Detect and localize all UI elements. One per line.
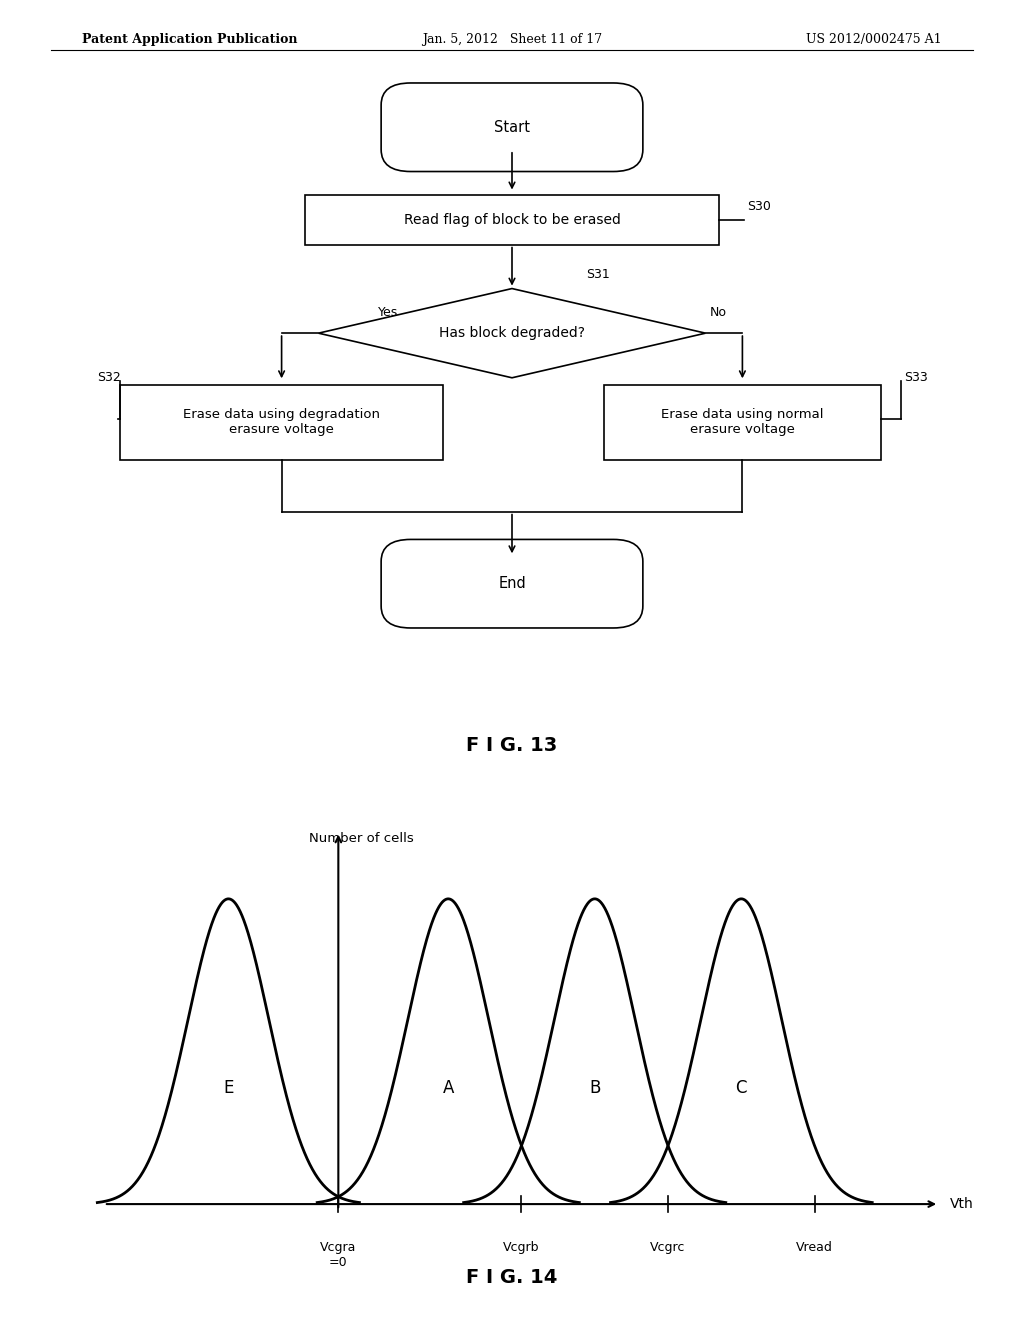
Text: C: C: [735, 1078, 748, 1097]
Text: Vcgra
=0: Vcgra =0: [321, 1241, 356, 1269]
Text: Has block degraded?: Has block degraded?: [439, 326, 585, 341]
Text: B: B: [589, 1078, 600, 1097]
Text: US 2012/0002475 A1: US 2012/0002475 A1: [807, 33, 942, 46]
Text: A: A: [442, 1078, 454, 1097]
Text: S30: S30: [748, 199, 771, 213]
Text: S33: S33: [904, 371, 928, 384]
Polygon shape: [318, 289, 706, 378]
Text: Vcgrc: Vcgrc: [650, 1241, 686, 1254]
Text: S31: S31: [586, 268, 609, 281]
Text: Erase data using normal
erasure voltage: Erase data using normal erasure voltage: [662, 408, 823, 437]
Text: S32: S32: [97, 371, 121, 384]
FancyBboxPatch shape: [381, 540, 643, 628]
FancyBboxPatch shape: [381, 83, 643, 172]
Text: No: No: [711, 306, 727, 319]
Text: Vth: Vth: [950, 1197, 974, 1210]
FancyBboxPatch shape: [305, 195, 720, 244]
Text: Read flag of block to be erased: Read flag of block to be erased: [403, 213, 621, 227]
Text: Jan. 5, 2012   Sheet 11 of 17: Jan. 5, 2012 Sheet 11 of 17: [422, 33, 602, 46]
Text: Vcgrb: Vcgrb: [503, 1241, 540, 1254]
Text: Start: Start: [494, 120, 530, 135]
Text: Yes: Yes: [379, 306, 398, 319]
Text: End: End: [498, 577, 526, 591]
Text: Patent Application Publication: Patent Application Publication: [82, 33, 297, 46]
Text: F I G. 13: F I G. 13: [466, 735, 558, 755]
Text: Erase data using degradation
erasure voltage: Erase data using degradation erasure vol…: [183, 408, 380, 437]
FancyBboxPatch shape: [604, 384, 881, 461]
Text: E: E: [223, 1078, 233, 1097]
Text: F I G. 14: F I G. 14: [466, 1269, 558, 1287]
FancyBboxPatch shape: [121, 384, 443, 461]
Text: Number of cells: Number of cells: [309, 832, 414, 845]
Text: Vread: Vread: [796, 1241, 833, 1254]
